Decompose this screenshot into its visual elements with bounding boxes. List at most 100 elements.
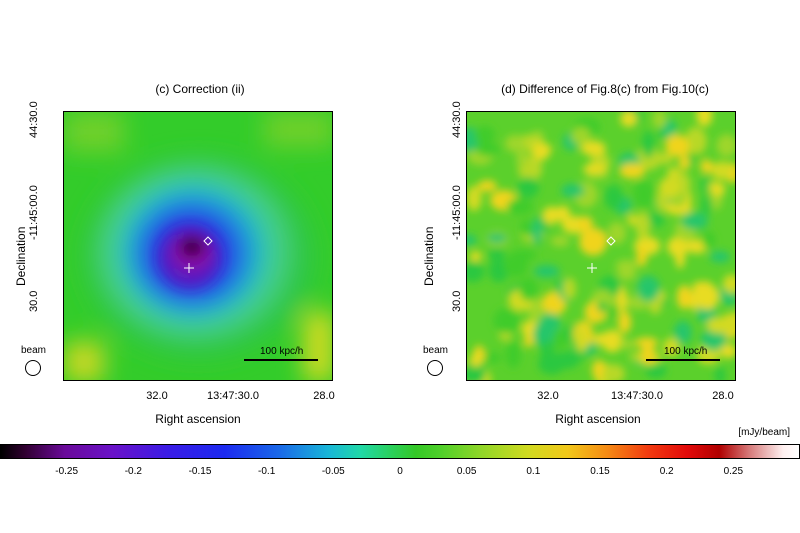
- noise-blob: [716, 134, 735, 157]
- panel-c-ytick-2: 30.0: [28, 290, 40, 312]
- noise-blob: [531, 218, 543, 246]
- colorbar-tick-2: -0.15: [188, 466, 212, 477]
- panel-c-ytick-1: -11:45:00.0: [28, 185, 40, 240]
- noise-blob: [685, 127, 707, 155]
- noise-blob: [719, 343, 735, 358]
- panel-c-beam-circle: [25, 360, 41, 376]
- noise-blob: [645, 361, 667, 379]
- noise-blob: [619, 163, 645, 179]
- noise-blob: [523, 336, 534, 348]
- noise-blob: [618, 339, 635, 350]
- colorbar-tick-3: -0.1: [258, 466, 276, 477]
- noise-blob: [641, 130, 655, 159]
- noise-blob: [696, 112, 713, 127]
- panel-c-ytick-0: 44:30.0: [28, 101, 40, 138]
- noise-blob: [575, 325, 588, 353]
- panel-d-xtitle: Right ascension: [555, 412, 641, 426]
- noise-blob: [579, 228, 607, 256]
- noise-blob: [709, 250, 730, 263]
- noise-blob: [541, 291, 567, 316]
- panel-d-beam-label: beam: [423, 345, 449, 356]
- noise-blob: [652, 112, 667, 129]
- noise-blob: [661, 119, 677, 140]
- noise-blob: [658, 152, 674, 165]
- panel-d-map: [466, 111, 736, 381]
- noise-blob: [571, 127, 591, 145]
- colorbar-tick-9: 0.2: [659, 466, 674, 477]
- noise-blob: [675, 243, 686, 269]
- panel-d-ytick-0: 44:30.0: [451, 101, 463, 138]
- noise-blob: [470, 351, 482, 367]
- noise-blob: [700, 159, 713, 174]
- panel-d-xtick-1: 13:47:30.0: [611, 390, 663, 402]
- noise-blob: [583, 163, 607, 174]
- noise-blob: [665, 134, 689, 157]
- panel-d-xtick-2: 28.0: [712, 390, 734, 402]
- panel-c-scale-label: 100 kpc/h: [260, 346, 304, 357]
- noise-blob: [516, 150, 528, 169]
- noise-blob: [701, 194, 712, 216]
- noise-blob: [633, 180, 655, 209]
- noise-blob: [607, 222, 627, 245]
- colorbar-tick-5: 0: [397, 466, 403, 477]
- panel-c-ytitle: Declination: [14, 226, 28, 286]
- noise-blob: [676, 285, 692, 310]
- noise-blob: [700, 176, 712, 194]
- noise-blob: [488, 247, 506, 261]
- panel-c-xtick-2: 28.0: [313, 390, 335, 402]
- panel-c-title: (c) Correction (ii): [155, 82, 245, 96]
- noise-blob: [467, 234, 477, 246]
- noise-blob: [604, 185, 623, 210]
- noise-blob: [617, 264, 636, 281]
- noise-blob: [635, 147, 662, 170]
- noise-blob: [519, 277, 538, 302]
- noise-blob: [709, 182, 726, 196]
- panel-c-map: beam: [63, 111, 333, 381]
- noise-blob: [636, 275, 661, 302]
- noise-blob: [506, 198, 534, 215]
- noise-blob: [493, 308, 521, 334]
- noise-blob: [658, 177, 681, 198]
- colorbar-tick-7: 0.1: [526, 466, 541, 477]
- panel-d-scale-label: 100 kpc/h: [664, 346, 708, 357]
- noise-blob: [706, 317, 733, 334]
- colorbar-tick-10: 0.25: [723, 466, 744, 477]
- noise-blob: [592, 359, 606, 380]
- noise-blob: [469, 251, 482, 262]
- noise-blob: [578, 216, 593, 231]
- panel-d-ytick-1: -11:45:00.0: [451, 185, 463, 240]
- noise-blob: [517, 177, 539, 198]
- colorbar-tick-1: -0.2: [124, 466, 142, 477]
- noise-blob: [635, 211, 650, 240]
- noise-blob: [532, 141, 551, 161]
- colorbar-tick-0: -0.25: [55, 466, 79, 477]
- noise-blob: [714, 366, 726, 380]
- noise-blob: [467, 361, 486, 380]
- noise-blob: [505, 340, 521, 369]
- noise-blob: [499, 330, 512, 341]
- colorbar: [0, 444, 800, 459]
- noise-blob: [722, 274, 735, 294]
- noise-blob: [488, 258, 509, 283]
- panel-d-heatmap: [467, 112, 735, 380]
- noise-blob: [520, 219, 534, 237]
- noise-blob: [592, 333, 616, 346]
- noise-blob: [486, 232, 508, 244]
- noise-blob: [510, 249, 537, 261]
- noise-blob: [533, 320, 557, 348]
- noise-blob: [475, 140, 501, 157]
- noise-blob: [542, 206, 561, 225]
- noise-blob: [681, 212, 709, 230]
- panel-c-xtitle: Right ascension: [155, 412, 241, 426]
- diamond-marker: [606, 236, 616, 246]
- panel-c-scale-bar: [244, 359, 318, 361]
- noise-blob: [701, 231, 716, 249]
- panel-c-heatmap: [64, 112, 332, 380]
- panel-c-xtick-1: 13:47:30.0: [207, 390, 259, 402]
- diamond-marker: [203, 236, 213, 246]
- panel-c-markers: [184, 236, 213, 273]
- noise-blob: [553, 329, 567, 350]
- noise-blob: [663, 337, 680, 357]
- panel-d-scale-bar: [646, 359, 720, 361]
- noise-blob: [634, 337, 659, 348]
